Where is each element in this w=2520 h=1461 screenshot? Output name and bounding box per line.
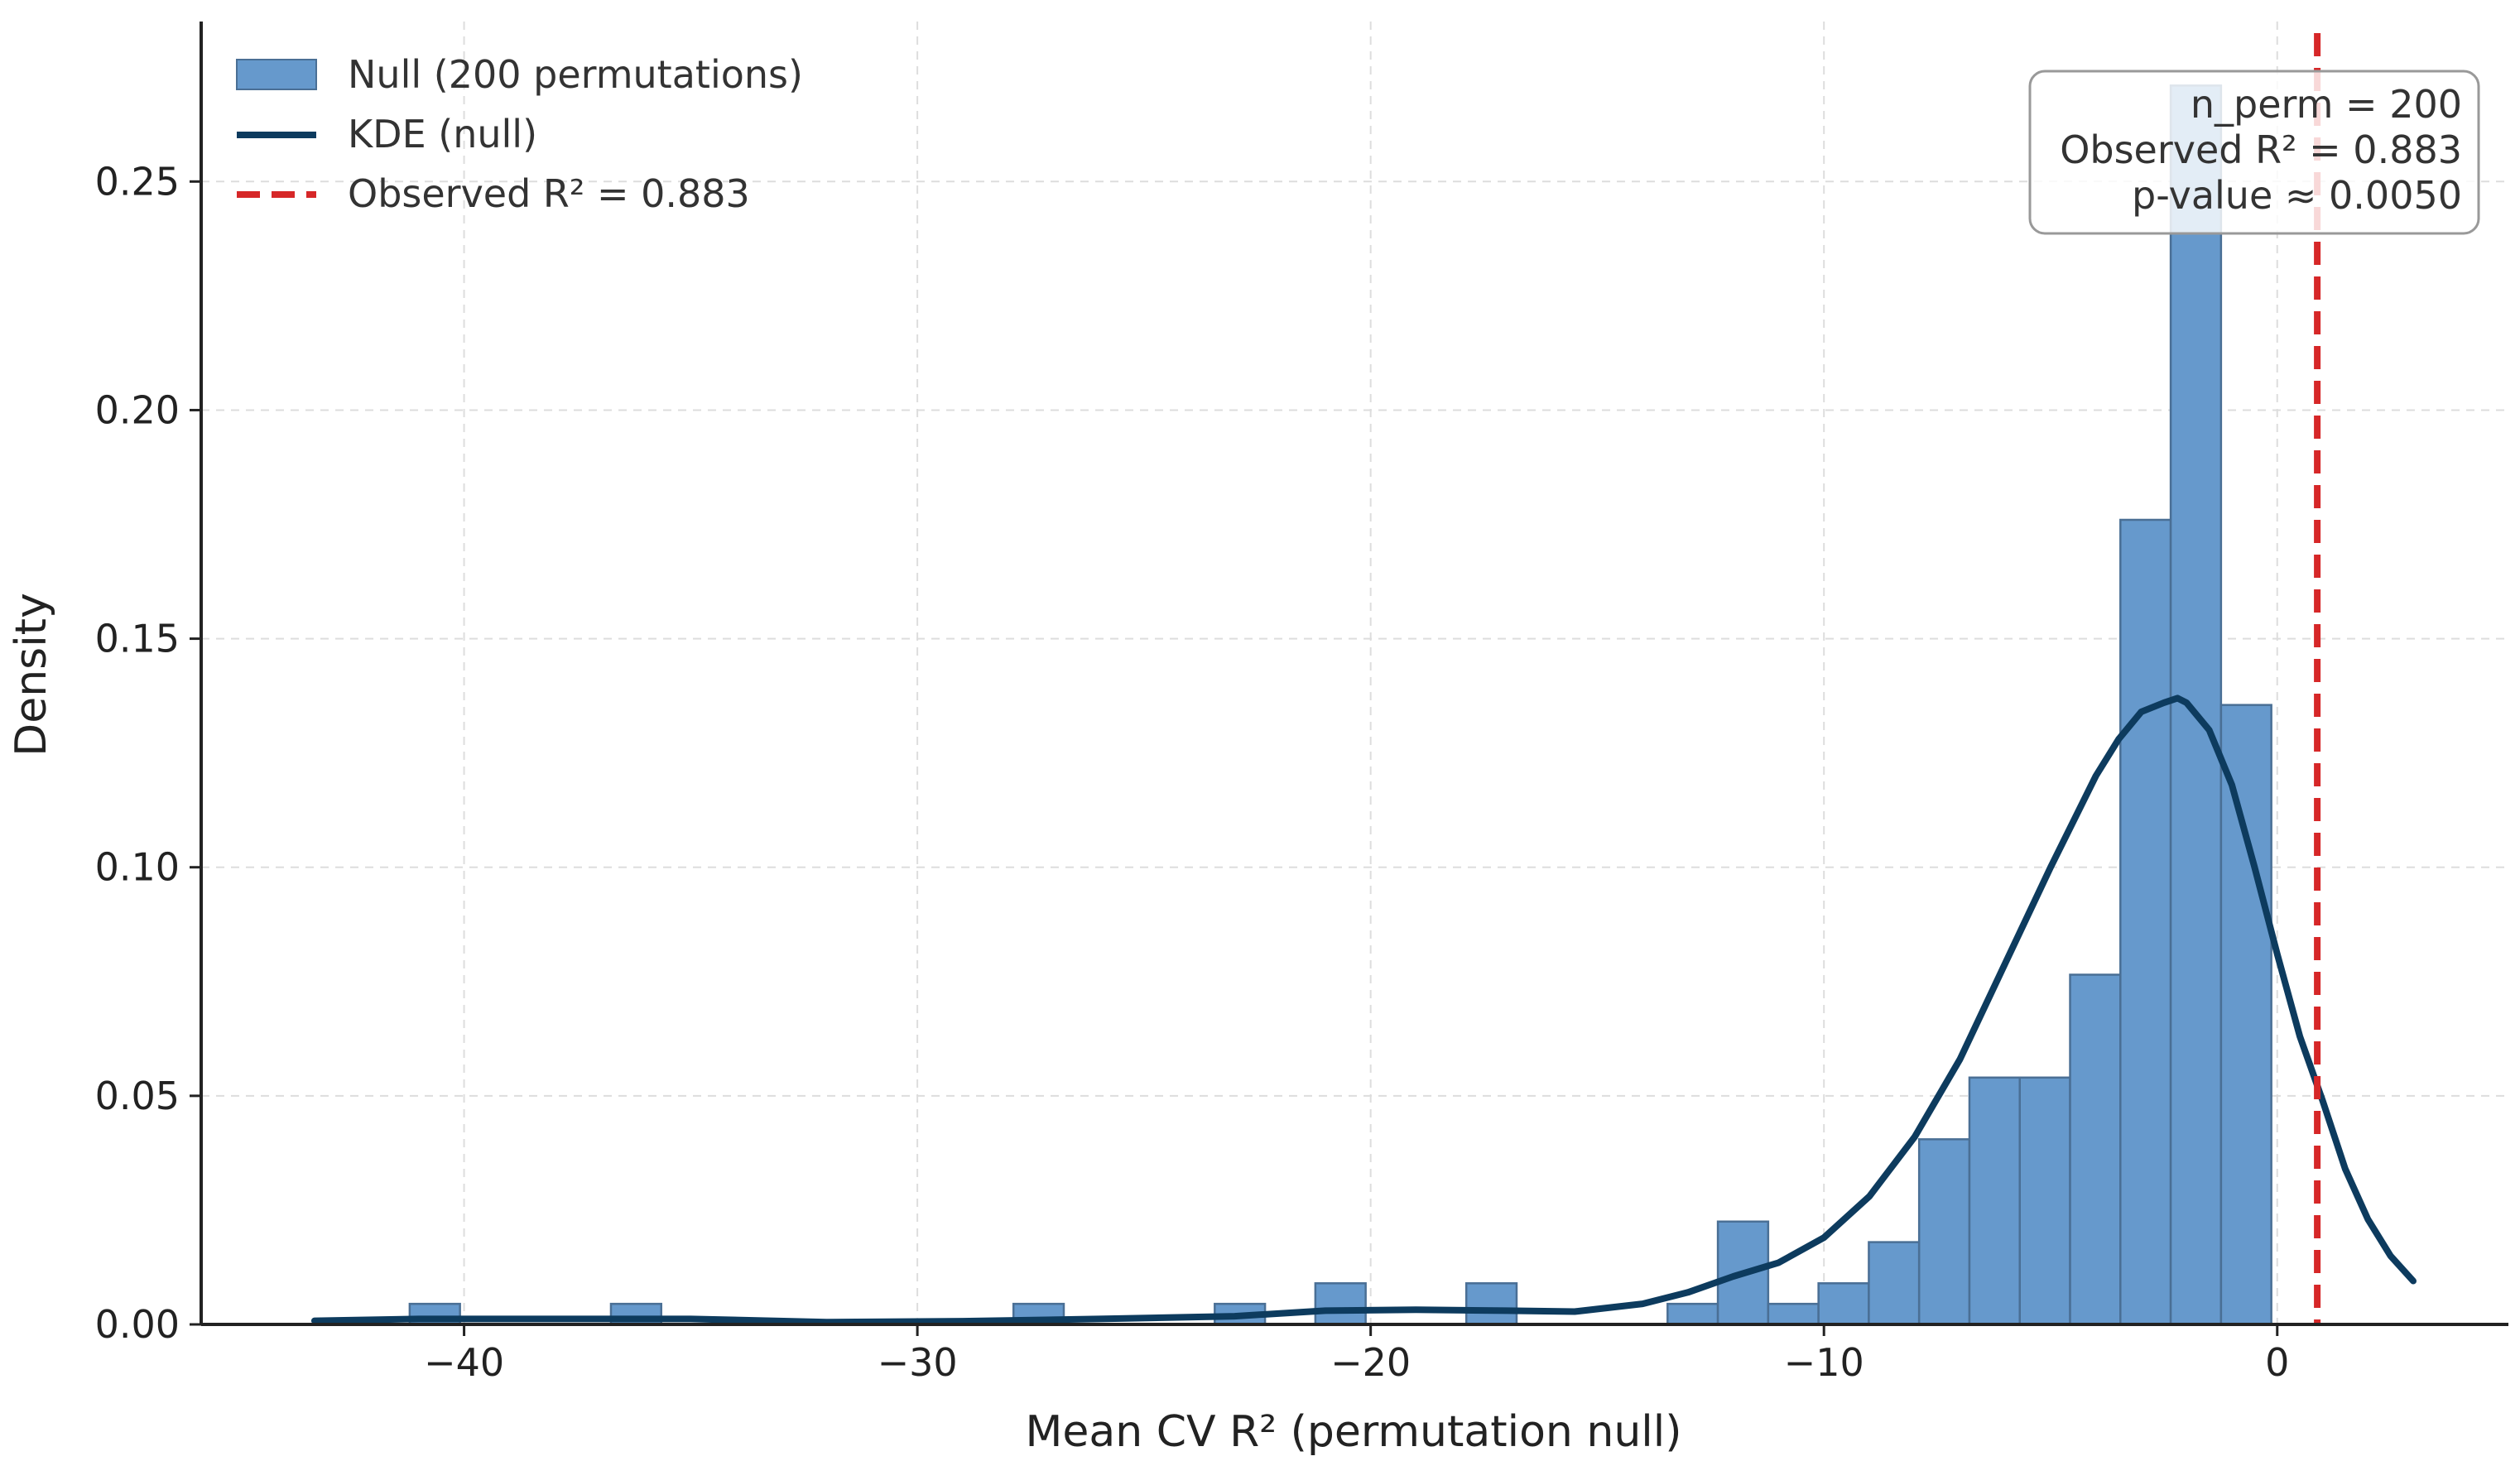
histogram-bar-6 xyxy=(1666,1302,1719,1326)
y-tick-label-5: 0.25 xyxy=(95,159,180,204)
y-tick-label-2: 0.10 xyxy=(95,845,180,890)
y-axis-label: Density xyxy=(7,593,56,757)
histogram-bar-10 xyxy=(1868,1241,1921,1326)
stats-annotation: n_perm = 200 Observed R² = 0.883 p-value… xyxy=(2028,70,2480,235)
histogram-bar-9 xyxy=(1817,1282,1870,1326)
histogram-bar-17 xyxy=(2219,704,2272,1326)
y-tick-label-4: 0.20 xyxy=(95,387,180,432)
histogram-bar-16 xyxy=(2169,84,2223,1326)
histogram-bar-15 xyxy=(2119,518,2172,1326)
axes xyxy=(200,22,2508,1326)
kde-curve xyxy=(310,694,2417,1326)
x-tick-label-2: −20 xyxy=(1330,1340,1411,1385)
annotation-nperm: n_perm = 200 xyxy=(2191,82,2462,127)
annotation-box xyxy=(2028,70,2480,235)
histogram-bar-5 xyxy=(1464,1282,1518,1326)
x-tick-label-1: −30 xyxy=(878,1340,958,1385)
legend-label-kde: KDE (null) xyxy=(348,112,537,156)
legend-swatch-histogram xyxy=(236,59,317,90)
annotation-observed: Observed R² = 0.883 xyxy=(2060,127,2462,172)
x-tick-label-4: 0 xyxy=(2265,1340,2289,1385)
legend: Null (200 permutations) KDE (null) Obser… xyxy=(236,52,803,216)
kde-layer xyxy=(310,694,2417,1326)
x-tick-label-3: −10 xyxy=(1784,1340,1864,1385)
tick-marks: −40 −30 −20 −10 0 0.00 0.05 0.10 0.15 0.20 0.25 xyxy=(95,159,2290,1385)
y-tick-label-0: 0.00 xyxy=(95,1302,180,1347)
legend-label-histogram: Null (200 permutations) xyxy=(348,52,803,97)
histogram-bars xyxy=(408,84,2272,1326)
x-axis-label: Mean CV R² (permutation null) xyxy=(1026,1407,1682,1457)
histogram-bar-8 xyxy=(1767,1302,1820,1326)
histogram-bar-14 xyxy=(2069,973,2122,1326)
histogram-bar-11 xyxy=(1917,1138,1971,1326)
legend-label-observed: Observed R² = 0.883 xyxy=(348,171,750,216)
histogram-bar-13 xyxy=(2018,1076,2071,1326)
histogram-bar-4 xyxy=(1314,1282,1367,1326)
annotation-pvalue: p-value ≈ 0.0050 xyxy=(2132,173,2462,218)
histogram-bar-12 xyxy=(1968,1076,2021,1326)
y-tick-label-3: 0.15 xyxy=(95,617,180,661)
y-tick-label-1: 0.05 xyxy=(95,1074,180,1118)
x-tick-label-0: −40 xyxy=(424,1340,504,1385)
